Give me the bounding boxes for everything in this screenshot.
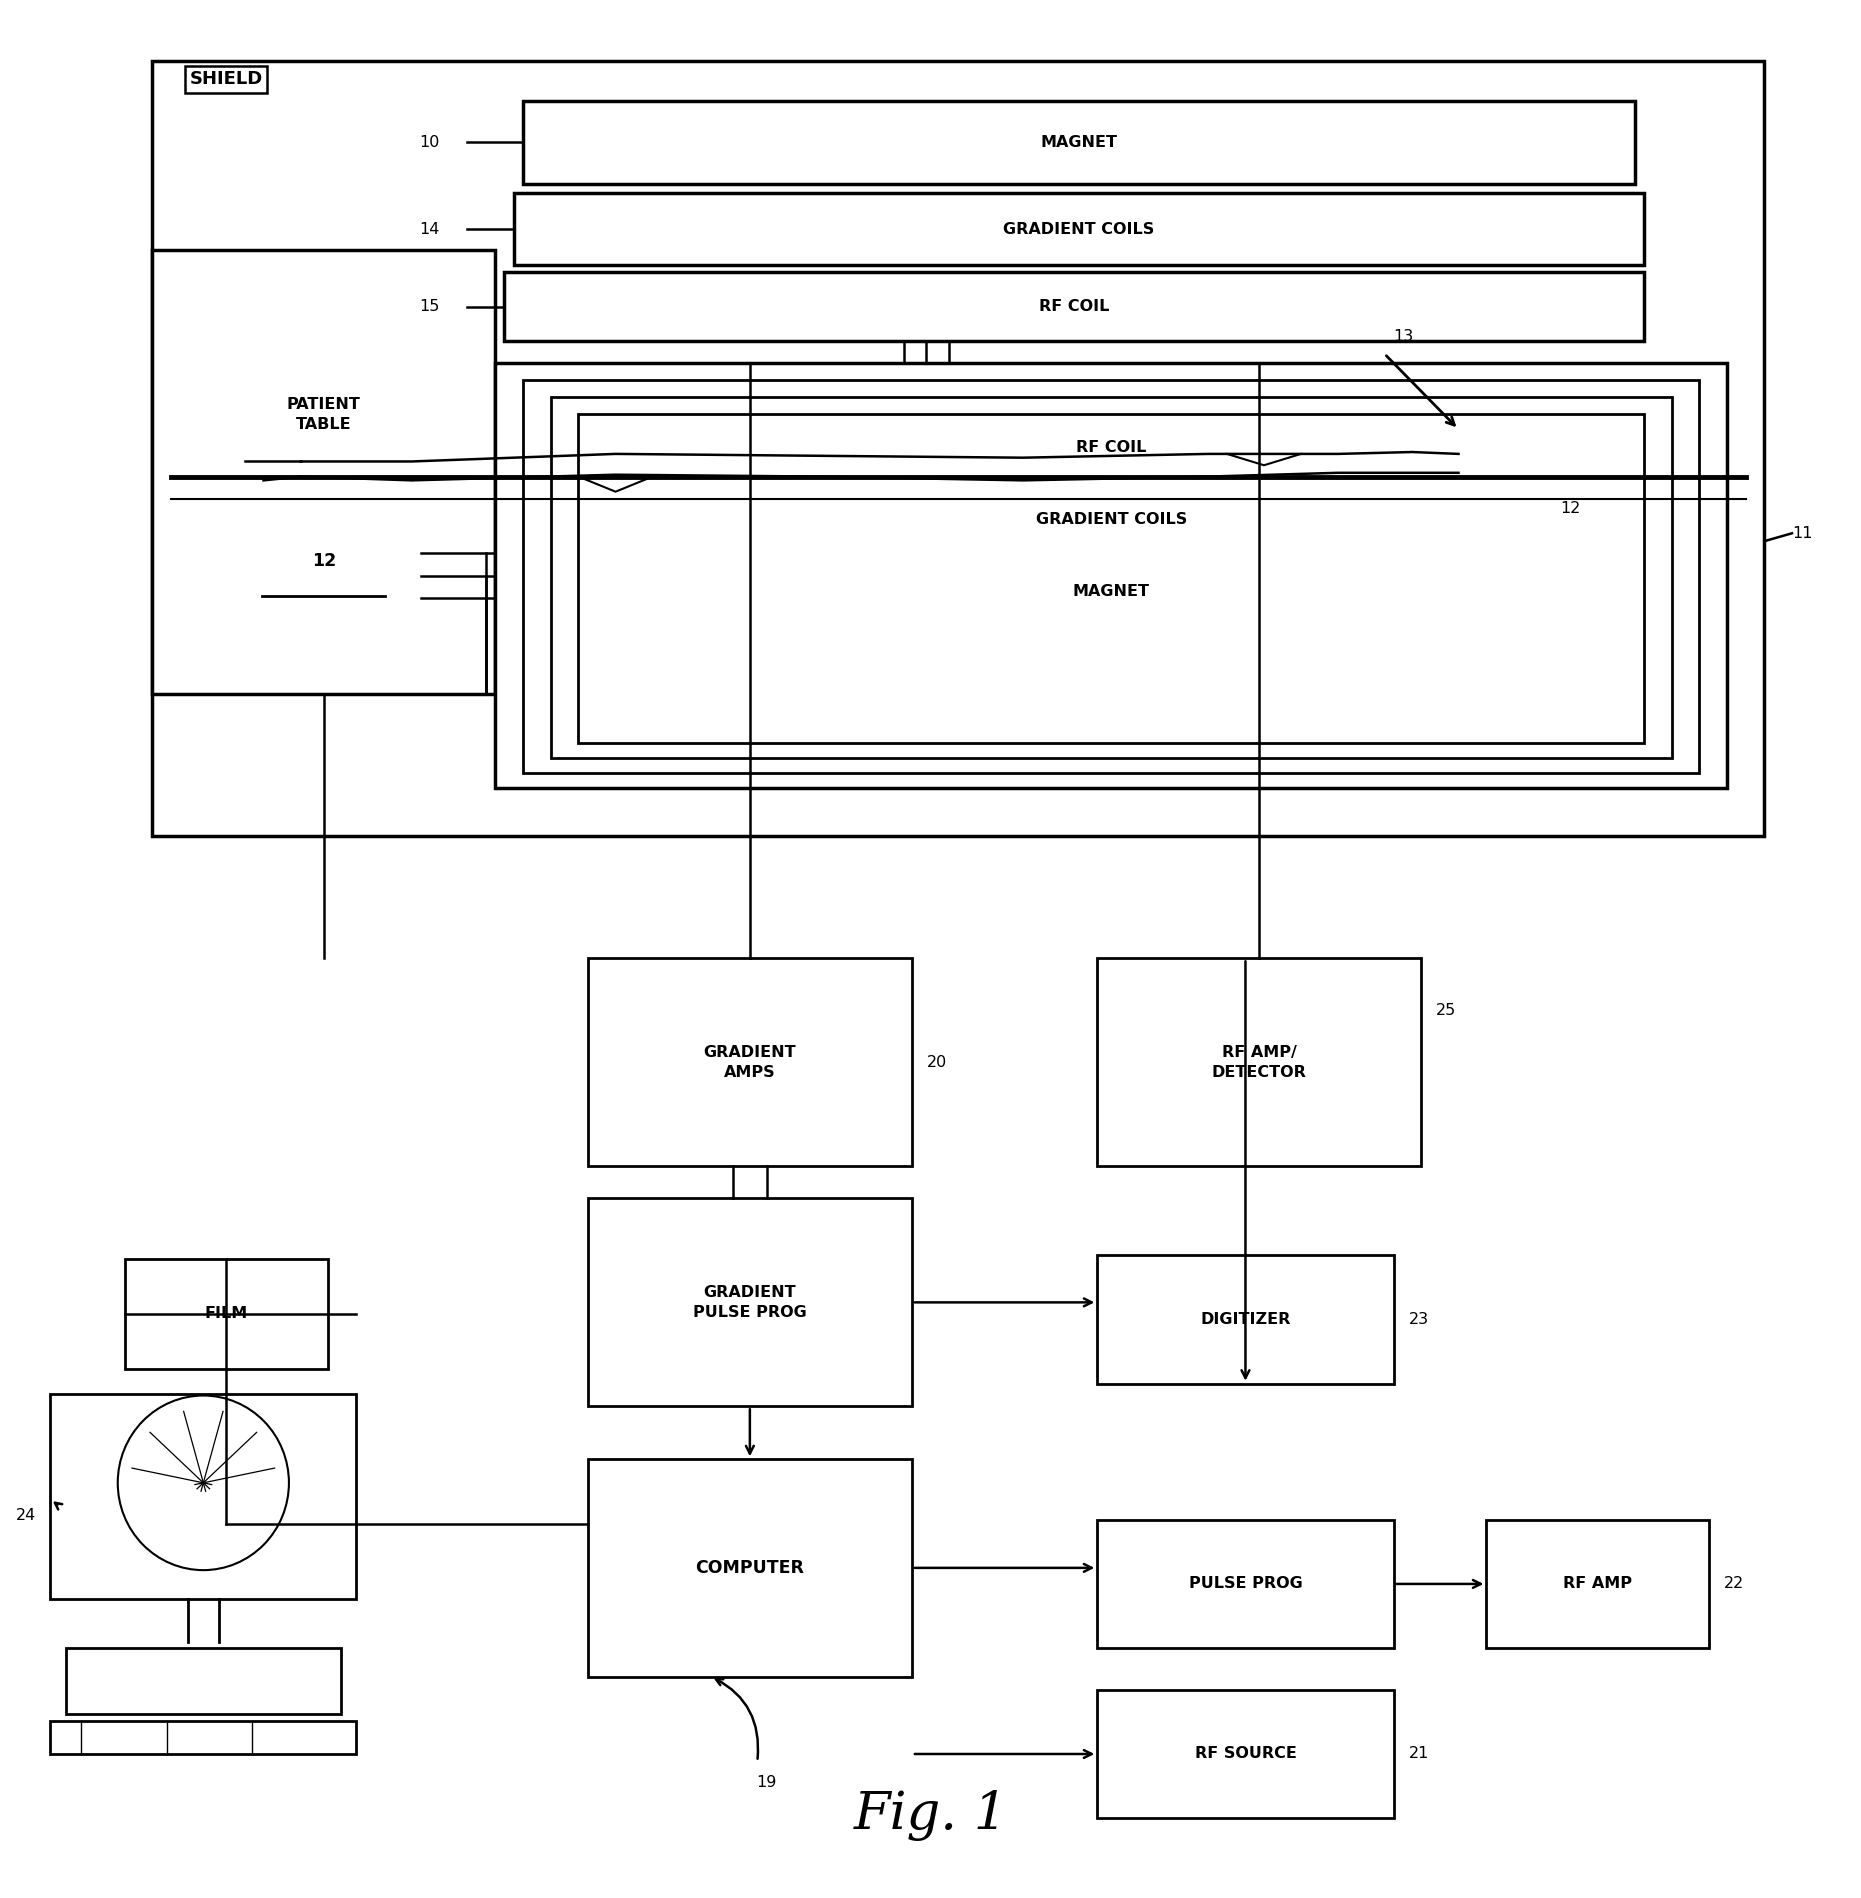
Text: RF AMP/
DETECTOR: RF AMP/ DETECTOR	[1212, 1046, 1306, 1080]
FancyBboxPatch shape	[523, 380, 1699, 772]
Text: GRADIENT
PULSE PROG: GRADIENT PULSE PROG	[692, 1285, 806, 1319]
FancyBboxPatch shape	[504, 273, 1643, 340]
Text: GRADIENT
AMPS: GRADIENT AMPS	[703, 1046, 797, 1080]
FancyBboxPatch shape	[588, 1198, 912, 1406]
Text: PATIENT
TABLE: PATIENT TABLE	[287, 397, 361, 431]
FancyBboxPatch shape	[1487, 1520, 1708, 1647]
FancyBboxPatch shape	[1098, 1689, 1394, 1818]
Text: 25: 25	[1437, 1002, 1457, 1017]
Text: 13: 13	[1394, 330, 1414, 344]
Text: SHIELD: SHIELD	[190, 70, 262, 89]
FancyBboxPatch shape	[588, 1460, 912, 1676]
Text: 20: 20	[927, 1055, 947, 1070]
Text: RF COIL: RF COIL	[1038, 300, 1109, 313]
FancyBboxPatch shape	[551, 397, 1671, 757]
Text: PULSE PROG: PULSE PROG	[1189, 1577, 1303, 1591]
Text: 12: 12	[311, 552, 335, 569]
Text: DIGITIZER: DIGITIZER	[1200, 1312, 1292, 1327]
FancyBboxPatch shape	[50, 1393, 355, 1598]
Text: MAGNET: MAGNET	[1072, 585, 1150, 600]
Text: 21: 21	[1409, 1746, 1429, 1761]
FancyBboxPatch shape	[514, 194, 1643, 266]
FancyBboxPatch shape	[125, 1258, 328, 1368]
FancyBboxPatch shape	[523, 101, 1634, 184]
Text: 14: 14	[419, 222, 439, 237]
Text: COMPUTER: COMPUTER	[696, 1558, 804, 1577]
Text: RF AMP: RF AMP	[1563, 1577, 1632, 1591]
FancyBboxPatch shape	[579, 414, 1643, 742]
Text: 22: 22	[1723, 1577, 1744, 1591]
FancyBboxPatch shape	[495, 363, 1727, 788]
FancyBboxPatch shape	[153, 251, 495, 695]
FancyBboxPatch shape	[1098, 1255, 1394, 1384]
Text: RF COIL: RF COIL	[1076, 440, 1146, 454]
Text: FILM: FILM	[205, 1306, 248, 1321]
FancyBboxPatch shape	[65, 1647, 341, 1714]
FancyBboxPatch shape	[153, 61, 1764, 835]
FancyBboxPatch shape	[1098, 1520, 1394, 1647]
Text: 10: 10	[419, 135, 439, 150]
Text: RF SOURCE: RF SOURCE	[1195, 1746, 1297, 1761]
FancyBboxPatch shape	[1098, 958, 1422, 1165]
Text: GRADIENT COILS: GRADIENT COILS	[1035, 512, 1187, 528]
FancyBboxPatch shape	[50, 1721, 355, 1754]
Text: MAGNET: MAGNET	[1040, 135, 1117, 150]
Text: GRADIENT COILS: GRADIENT COILS	[1003, 222, 1154, 237]
Text: 19: 19	[756, 1775, 776, 1790]
FancyBboxPatch shape	[588, 958, 912, 1165]
Text: 12: 12	[1560, 501, 1580, 516]
Text: 24: 24	[15, 1509, 35, 1524]
Text: Fig. 1: Fig. 1	[854, 1790, 1007, 1841]
Text: 15: 15	[419, 300, 439, 313]
Text: 11: 11	[1792, 526, 1813, 541]
Text: 23: 23	[1409, 1312, 1429, 1327]
